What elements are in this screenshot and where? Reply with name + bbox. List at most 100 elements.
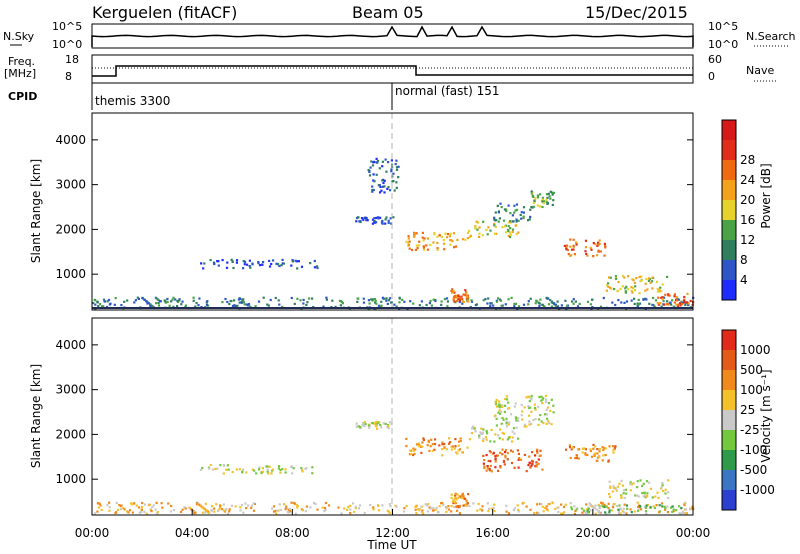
- echo-cell: [450, 445, 453, 448]
- echo-cell: [453, 246, 456, 249]
- echo-cell: [277, 299, 280, 302]
- echo-cell: [407, 244, 410, 247]
- echo-cell: [502, 219, 506, 222]
- echo-cell: [113, 303, 116, 306]
- echo-cell: [506, 407, 510, 410]
- echo-cell: [420, 451, 423, 454]
- echo-cell: [441, 501, 444, 505]
- echo-cell: [381, 160, 384, 163]
- echo-cell: [452, 290, 455, 293]
- echo-cell: [500, 206, 503, 209]
- echo-cell: [456, 299, 459, 302]
- echo-cell: [507, 221, 510, 224]
- echo-cell: [443, 298, 446, 301]
- echo-cell: [513, 305, 516, 308]
- echo-cell: [505, 395, 508, 398]
- echo-cell: [649, 281, 652, 284]
- echo-cell: [504, 225, 507, 228]
- echo-cell: [590, 248, 593, 251]
- echo-cell: [671, 505, 674, 508]
- echo-cell: [483, 466, 486, 470]
- echo-cell: [407, 241, 410, 244]
- echo-cell: [395, 186, 398, 189]
- echo-cell: [458, 505, 461, 508]
- colorbar-tick: -25: [740, 423, 760, 437]
- echo-cell: [676, 299, 679, 302]
- echo-cell: [145, 512, 148, 515]
- echo-cell: [378, 421, 381, 424]
- echo-cell: [372, 188, 375, 192]
- echo-cell: [324, 501, 328, 505]
- echo-cell: [542, 510, 545, 513]
- echo-cell: [557, 510, 560, 514]
- echo-cell: [482, 428, 485, 431]
- echo-cell: [355, 422, 358, 425]
- echo-cell: [513, 211, 516, 214]
- echo-cell: [241, 471, 244, 474]
- echo-cell: [229, 299, 232, 303]
- echo-cell: [644, 282, 647, 285]
- echo-cell: [380, 300, 383, 303]
- echo-cell: [507, 230, 510, 233]
- echo-cell: [355, 220, 358, 223]
- echo-cell: [379, 216, 382, 219]
- echo-cell: [504, 404, 507, 407]
- echo-cell: [343, 507, 346, 510]
- echo-cell: [100, 508, 103, 512]
- echo-cell: [662, 303, 666, 306]
- echo-cell: [397, 176, 400, 179]
- echo-cell: [412, 449, 415, 452]
- echo-cell: [482, 454, 485, 457]
- echo-cell: [668, 294, 671, 297]
- echo-cell: [454, 438, 457, 441]
- echo-cell: [656, 290, 659, 293]
- echo-cell: [482, 439, 485, 442]
- echo-cell: [540, 420, 543, 423]
- echo-cell: [495, 417, 498, 420]
- echo-cell: [581, 451, 584, 454]
- echo-cell: [573, 253, 576, 256]
- echo-cell: [619, 287, 622, 290]
- echo-cell: [525, 505, 528, 508]
- echo-cell: [494, 433, 497, 436]
- echo-cell: [381, 504, 384, 507]
- echo-cell: [541, 468, 544, 471]
- echo-cell: [513, 466, 516, 469]
- echo-cell: [198, 297, 201, 300]
- echo-cell: [446, 305, 449, 308]
- cpid-segment-1-label: themis 3300: [95, 94, 170, 108]
- echo-cell: [443, 442, 446, 446]
- echo-cell: [539, 454, 542, 457]
- echo-cell: [495, 300, 499, 303]
- echo-cell: [515, 208, 519, 211]
- echo-cell: [489, 464, 492, 467]
- echo-cell: [457, 444, 460, 447]
- echo-cell: [451, 445, 454, 448]
- echo-cell: [143, 510, 146, 513]
- echo-cell: [276, 509, 279, 512]
- echo-cell: [643, 493, 646, 496]
- echo-cell: [290, 296, 293, 300]
- echo-cell: [639, 505, 642, 508]
- echo-cell: [517, 466, 520, 469]
- echo-cell: [183, 506, 186, 509]
- echo-cell: [128, 509, 132, 512]
- echo-cell: [511, 214, 514, 217]
- echo-cell: [243, 260, 247, 263]
- echo-cell: [294, 502, 297, 505]
- echo-cell: [131, 503, 134, 506]
- echo-cell: [646, 492, 649, 495]
- echo-cell: [523, 453, 526, 456]
- echo-cell: [274, 509, 277, 513]
- xtick-label: 12:00: [375, 526, 410, 540]
- echo-region: [468, 220, 520, 239]
- echo-cell: [502, 459, 506, 462]
- echo-cell: [525, 396, 528, 399]
- velocity-xlabel: Time UT: [366, 538, 417, 552]
- echo-cell: [421, 231, 424, 234]
- echo-cell: [294, 259, 297, 262]
- echo-cell: [575, 456, 578, 459]
- echo-cell: [545, 193, 549, 196]
- echo-cell: [450, 289, 453, 293]
